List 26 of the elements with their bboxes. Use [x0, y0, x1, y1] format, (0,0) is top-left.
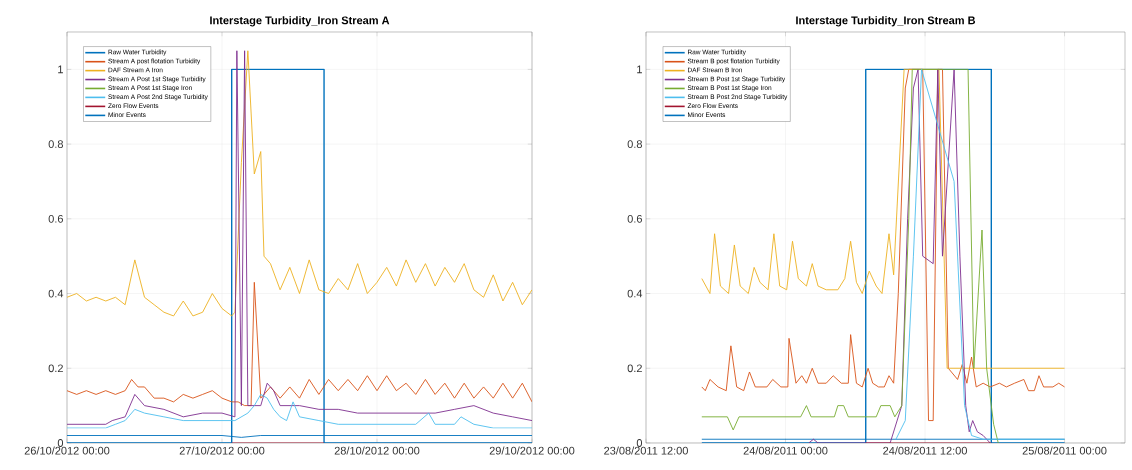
x-tick-label: 25/08/2011 00:00	[1022, 446, 1107, 455]
y-tick-label: 0	[57, 439, 64, 447]
y-tick-label: 0.2	[627, 364, 642, 373]
chart-title: Interstage Turbidity_Iron Stream A	[210, 16, 390, 27]
y-tick-label: 0.4	[48, 289, 64, 298]
line-series	[808, 68, 991, 443]
line-series	[67, 281, 532, 407]
line-series	[67, 50, 532, 317]
y-tick-label: 0.2	[48, 364, 63, 373]
y-tick-label: 0	[636, 439, 643, 447]
x-tick-label: 29/10/2012 00:00	[489, 446, 575, 455]
y-tick-label: 0.4	[627, 289, 643, 298]
y-tick-label: 1	[58, 65, 63, 74]
y-tick-label: 0.6	[627, 214, 642, 223]
x-tick-label: 26/10/2012 00:00	[24, 446, 110, 455]
x-tick-label: 23/08/2011 12:00	[604, 446, 688, 455]
y-tick-label: 1	[637, 65, 642, 74]
chart-title: Interstage Turbidity_Iron Stream B	[796, 16, 976, 27]
y-tick-label: 0.6	[48, 214, 63, 223]
y-tick-label: 0.8	[48, 140, 63, 148]
x-tick-label: 24/08/2011 12:00	[883, 446, 967, 455]
x-tick-label: 24/08/2011 00:00	[743, 446, 828, 455]
line-series	[895, 68, 1065, 440]
x-tick-label: 27/10/2012 00:00	[179, 446, 265, 455]
x-tick-label: 28/10/2012 00:00	[334, 446, 420, 455]
y-tick-label: 0.8	[627, 140, 642, 148]
